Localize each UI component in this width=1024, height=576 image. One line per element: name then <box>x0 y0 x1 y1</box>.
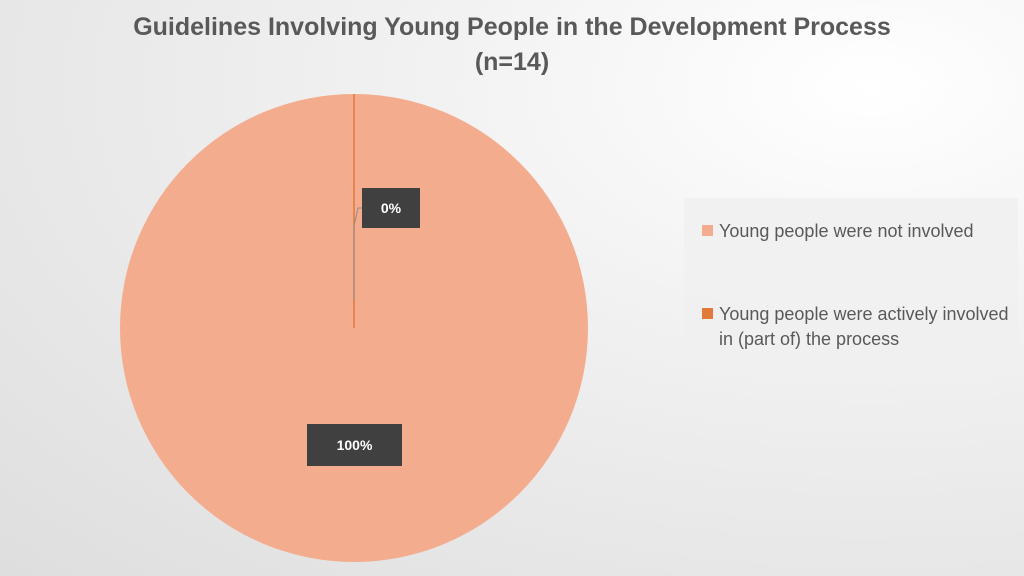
data-label-not-involved: 100% <box>307 424 402 466</box>
data-label-box <box>307 424 402 466</box>
data-label-leader-line <box>353 207 362 300</box>
legend-swatch-not-involved <box>702 225 713 236</box>
chart-title-block: Guidelines Involving Young People in the… <box>0 10 1024 80</box>
chart-title: Guidelines Involving Young People in the… <box>133 13 891 41</box>
chart-legend: Young people were not involved Young peo… <box>684 198 1018 370</box>
data-label-text: 0% <box>381 200 402 216</box>
pie-data-labels: 100% 0% <box>307 188 420 466</box>
legend-label-not-involved: Young people were not involved <box>719 221 974 241</box>
pie-slices <box>120 94 588 562</box>
data-label-text: 100% <box>337 437 373 453</box>
chart-subtitle: (n=14) <box>474 48 550 76</box>
data-label-box <box>362 188 420 228</box>
legend-swatch-actively-involved <box>702 308 713 319</box>
legend-item-actively-involved: Young people were actively involved in (… <box>702 302 1019 352</box>
legend-item-not-involved: Young people were not involved <box>702 219 1019 244</box>
data-label-actively-involved: 0% <box>362 188 420 228</box>
legend-label-actively-involved: Young people were actively involved in (… <box>719 304 1009 349</box>
